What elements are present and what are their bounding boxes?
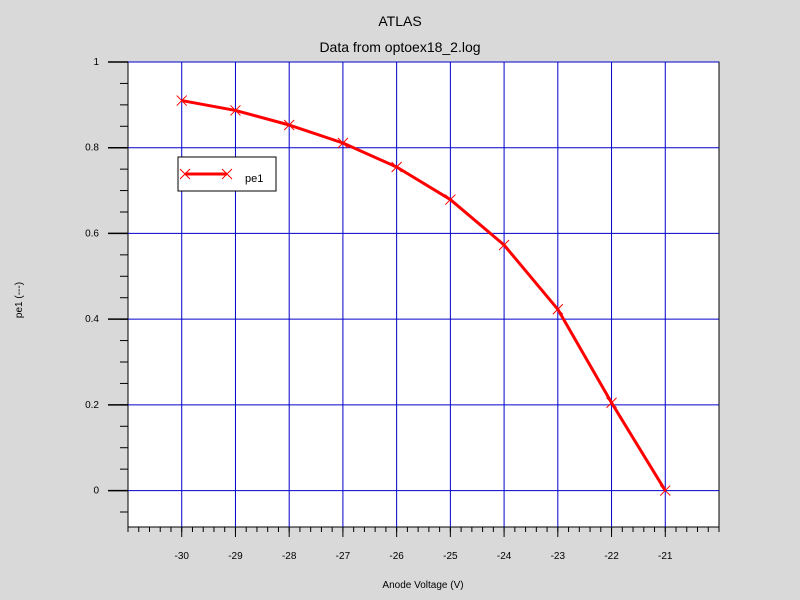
data-point-marker — [176, 95, 188, 106]
x-tick-label: -22 — [604, 551, 619, 562]
y-tick-label: 0.4 — [85, 314, 99, 325]
y-tick-label: 0.2 — [85, 400, 99, 411]
data-point-marker — [498, 239, 510, 251]
chart-subtitle: Data from optoex18_2.log — [319, 39, 480, 55]
x-tick-label: -25 — [443, 551, 458, 562]
data-point-marker — [445, 194, 456, 205]
x-tick-label: -30 — [175, 551, 190, 562]
x-tick-label: -28 — [282, 551, 297, 562]
x-tick-label: -23 — [551, 551, 566, 562]
legend: pe1 — [177, 156, 277, 192]
x-tick-label: -26 — [389, 551, 404, 562]
series-line-pe1 — [181, 99, 667, 492]
y-tick-label: 1 — [93, 57, 99, 68]
legend-label: pe1 — [245, 173, 263, 185]
y-tick-label: 0.6 — [85, 228, 99, 239]
data-point-marker — [552, 303, 564, 315]
x-tick-label: -21 — [658, 551, 673, 562]
x-tick-label: -27 — [336, 551, 351, 562]
y-axis-label: pe1 (---) — [14, 282, 25, 318]
data-point-marker — [283, 119, 295, 131]
data-point-marker — [230, 105, 241, 116]
axis-ticks — [108, 61, 720, 537]
legend-marker-right — [221, 168, 233, 180]
series-layer — [176, 95, 671, 496]
y-tick-label: 0 — [93, 486, 99, 497]
data-point-marker — [337, 137, 349, 149]
legend-marker-left — [179, 168, 191, 180]
chart-title: ATLAS — [378, 13, 421, 29]
x-axis-label: Anode Voltage (V) — [382, 580, 463, 591]
x-tick-label: -29 — [228, 551, 243, 562]
plot-area — [127, 61, 720, 528]
data-point-marker — [391, 161, 402, 173]
y-tick-label: 0.8 — [85, 143, 99, 154]
grid — [128, 61, 719, 527]
data-point-marker — [659, 485, 671, 496]
x-tick-label: -24 — [497, 551, 512, 562]
x-tick-labels: -30 -29 -28 -27 -26 -25 -24 -23 -22 -21 — [175, 551, 673, 562]
data-point-marker — [606, 397, 617, 409]
y-tick-labels: 0 0.2 0.4 0.6 0.8 1 — [85, 57, 99, 497]
